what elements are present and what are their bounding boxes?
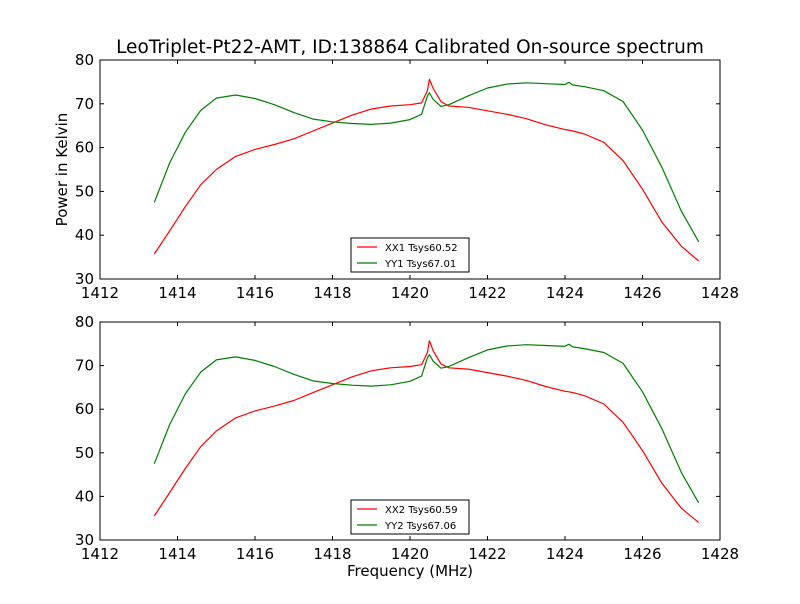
legend: XX1 Tsys60.52 YY1 Tsys67.01 xyxy=(350,237,470,273)
x-tick-label: 1426 xyxy=(623,284,661,302)
y-tick-label: 70 xyxy=(75,95,94,113)
y-tick-label: 70 xyxy=(75,357,94,375)
x-tick-label: 1412 xyxy=(81,284,119,302)
x-tick-label: 1422 xyxy=(468,284,506,302)
x-tick-label: 1420 xyxy=(391,284,429,302)
y-tick-label: 60 xyxy=(75,400,94,418)
y-tick-label: 40 xyxy=(75,226,94,244)
x-tick-label: 1418 xyxy=(313,284,351,302)
x-tick-label: 1414 xyxy=(158,284,196,302)
x-tick-label: 1414 xyxy=(158,545,196,563)
y-tick-label: 50 xyxy=(75,182,94,200)
x-tick-label: 1420 xyxy=(391,545,429,563)
x-tick-label: 1426 xyxy=(623,545,661,563)
y-tick-label: 60 xyxy=(75,139,94,157)
x-tick-label: 1428 xyxy=(701,545,739,563)
y-tick-label: 80 xyxy=(75,313,94,331)
x-tick-label: 1416 xyxy=(236,284,274,302)
legend-label-xx: XX2 Tsys60.59 xyxy=(385,505,458,516)
y-tick-label: 50 xyxy=(75,444,94,462)
series-line-xx xyxy=(153,340,700,524)
legend-label-yy: YY1 Tsys67.01 xyxy=(384,259,456,270)
bottom-plot: 1412 1414 1416 1418 1420 1422 1424 1426 1428 30 40… xyxy=(75,313,739,580)
y-tick-label: 40 xyxy=(75,487,94,505)
x-tick-label: 1422 xyxy=(468,545,506,563)
x-tick-label: 1412 xyxy=(81,545,119,563)
x-tick-label: 1418 xyxy=(313,545,351,563)
legend-box xyxy=(350,237,470,273)
y-tick-label: 30 xyxy=(75,531,94,549)
y-tick-label: 80 xyxy=(75,51,94,69)
x-tick-label: 1424 xyxy=(546,545,584,563)
x-tick-label: 1424 xyxy=(546,284,584,302)
series-line-yy xyxy=(153,343,700,504)
y-tick-label: 30 xyxy=(75,270,94,288)
legend-box xyxy=(350,499,470,535)
chart-title: LeoTriplet-Pt22-AMT, ID:138864 Calibrate… xyxy=(116,37,704,58)
legend: XX2 Tsys60.59 YY2 Tsys67.06 xyxy=(350,499,470,535)
y-axis-label: Power in Kelvin xyxy=(53,113,71,227)
series-line-yy xyxy=(153,81,700,243)
legend-label-yy: YY2 Tsys67.06 xyxy=(384,521,456,532)
x-tick-label: 1416 xyxy=(236,545,274,563)
x-tick-label: 1428 xyxy=(701,284,739,302)
legend-label-xx: XX1 Tsys60.52 xyxy=(385,243,458,254)
top-plot: 1412 1414 1416 1418 1420 1422 1424 1426 1428 30 40… xyxy=(53,51,739,302)
series-line-xx xyxy=(153,78,700,262)
x-axis-label: Frequency (MHz) xyxy=(347,562,473,580)
